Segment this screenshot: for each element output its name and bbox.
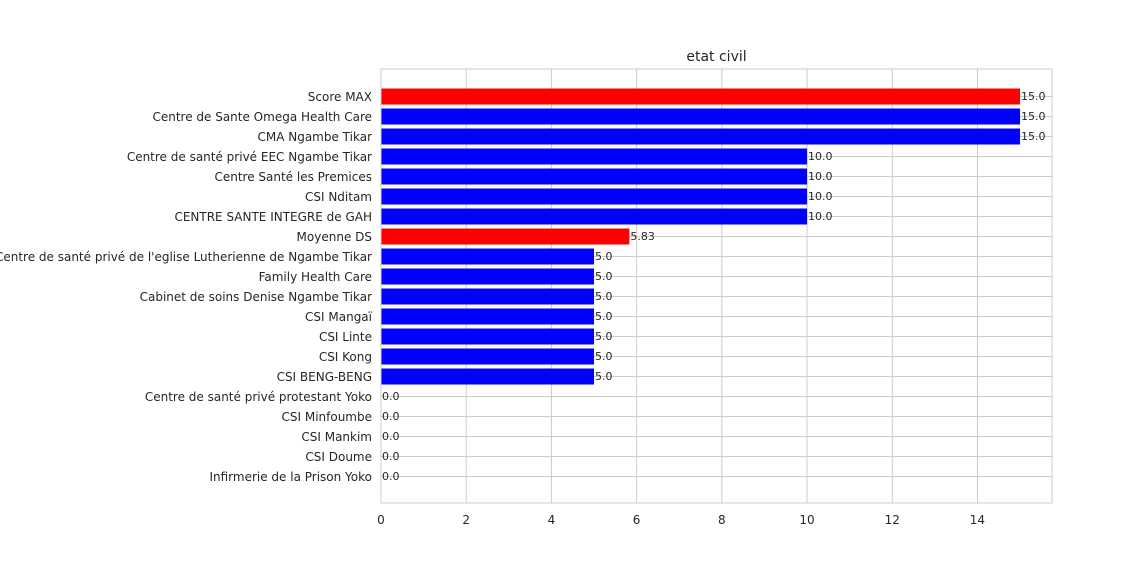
value-label: 10.0 [808,150,833,163]
bar [381,168,808,185]
category-label: Infirmerie de la Prison Yoko [209,470,372,484]
category-label: CSI Linte [319,330,372,344]
value-label: 10.0 [808,210,833,223]
bar [381,88,1021,105]
category-label: Centre de santé privé de l'eglise Luther… [0,250,372,264]
bar [381,148,808,165]
value-label: 5.0 [595,350,613,363]
value-label: 10.0 [808,170,833,183]
category-label: Cabinet de soins Denise Ngambe Tikar [140,290,372,304]
x-tick-label: 0 [377,513,385,527]
value-label: 0.0 [382,450,400,463]
x-tick-label: 2 [462,513,470,527]
category-label: Centre de santé privé EEC Ngambe Tikar [127,150,372,164]
x-tick-label: 14 [970,513,985,527]
category-label: CSI Nditam [305,190,372,204]
category-label: CSI Mankim [301,430,372,444]
value-label: 0.0 [382,470,400,483]
category-label: CSI Minfoumbe [281,410,372,424]
value-label: 5.0 [595,270,613,283]
value-label: 5.0 [595,310,613,323]
category-label: CENTRE SANTE INTEGRE de GAH [174,210,372,224]
value-labels: 15.0 15.0 15.0 10.0 10.0 10.0 10.0 5.83 5.0 5.0 5.… [382,90,1046,483]
bar [381,228,630,245]
x-tick-label: 4 [548,513,556,527]
bar [381,128,1021,145]
value-label: 15.0 [1021,130,1046,143]
value-label: 5.0 [595,250,613,263]
category-label: CSI Doume [305,450,372,464]
bar [381,268,595,285]
category-label: Family Health Care [259,270,372,284]
category-label: Centre Santé les Premices [214,170,372,184]
bar [381,208,808,225]
chart-title: etat civil [686,49,746,65]
x-tick-label: 8 [718,513,726,527]
category-label: Centre de santé privé protestant Yoko [145,390,372,404]
category-label: Centre de Sante Omega Health Care [152,110,372,124]
value-label: 0.0 [382,390,400,403]
value-label: 5.0 [595,290,613,303]
category-label: CMA Ngambe Tikar [257,130,372,144]
bar [381,108,1021,125]
bar [381,348,595,365]
x-tick-label: 10 [799,513,814,527]
value-label: 5.0 [595,370,613,383]
value-label: 10.0 [808,190,833,203]
value-label: 5.83 [630,230,655,243]
bars [381,88,1021,385]
category-label: Score MAX [308,90,372,104]
plot-frame [380,68,1053,504]
x-tick-labels: 0 2 4 6 8 10 12 14 [377,513,985,527]
bar [381,308,595,325]
category-label: CSI BENG-BENG [277,370,372,384]
x-tick-label: 6 [633,513,641,527]
bar [381,288,595,305]
value-label: 0.0 [382,430,400,443]
value-label: 15.0 [1021,90,1046,103]
value-label: 15.0 [1021,110,1046,123]
bar [381,188,808,205]
category-labels: Score MAX Centre de Sante Omega Health Ca… [0,90,373,484]
bar [381,368,595,385]
x-tick-label: 12 [885,513,900,527]
category-label: CSI Mangaï [305,310,373,324]
value-label: 5.0 [595,330,613,343]
bar [381,328,595,345]
bar [381,248,595,265]
category-label: CSI Kong [319,350,372,364]
category-label: Moyenne DS [297,230,372,244]
value-label: 0.0 [382,410,400,423]
